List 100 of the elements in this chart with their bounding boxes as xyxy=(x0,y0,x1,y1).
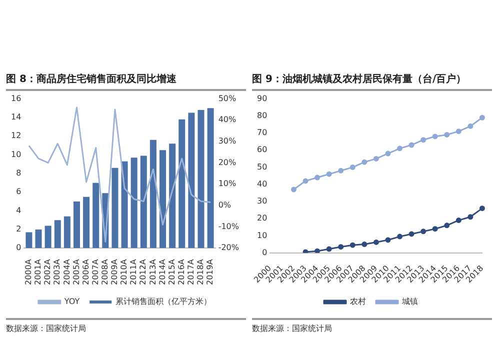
x-tick-label: 2009A xyxy=(110,258,120,286)
y-tick-label: 10 xyxy=(10,150,22,159)
bar xyxy=(207,108,214,248)
bar xyxy=(112,168,118,248)
y2-tick-label: 10% xyxy=(218,179,237,188)
y-tick-label: 20 xyxy=(256,214,268,223)
bar xyxy=(73,201,80,248)
bar xyxy=(83,196,90,248)
point xyxy=(479,206,485,212)
y-tick-label: 50 xyxy=(256,162,268,172)
point xyxy=(456,218,462,224)
y2-tick-label: 30% xyxy=(218,136,237,146)
bar xyxy=(169,144,176,248)
point xyxy=(385,237,391,243)
point xyxy=(326,246,332,252)
x-tick-label: 2011A xyxy=(129,258,138,286)
point xyxy=(432,134,438,140)
bar xyxy=(130,158,138,248)
point xyxy=(338,244,344,250)
x-tick-label: 2018A xyxy=(196,258,206,286)
y2-tick-label: -10% xyxy=(218,222,240,231)
bar xyxy=(54,220,61,248)
bar xyxy=(140,156,147,248)
x-tick-label: 2007A xyxy=(90,258,100,286)
point xyxy=(326,171,332,177)
y2-tick-label: 40% xyxy=(218,115,237,124)
bar xyxy=(44,226,52,248)
y2-tick-label: -20% xyxy=(218,243,240,252)
y-tick-label: 12 xyxy=(10,131,22,140)
y-tick-label: 60 xyxy=(256,145,268,154)
point xyxy=(420,137,426,143)
y-tick-label: 40 xyxy=(256,179,268,188)
bar xyxy=(178,119,186,248)
point xyxy=(302,178,308,184)
y-tick-label: 6 xyxy=(16,187,22,196)
chart-title: 图 9：油烟机城镇及农村居民保有量（台/百户） xyxy=(252,72,492,91)
bar xyxy=(35,229,42,248)
point xyxy=(444,222,450,228)
x-tick-label: 2010A xyxy=(120,258,129,286)
point xyxy=(420,228,426,234)
point xyxy=(362,242,368,248)
point xyxy=(373,156,379,162)
x-tick-label: 2004A xyxy=(62,258,72,286)
x-tick-label: 2000A xyxy=(24,258,34,286)
y-tick-label: 16 xyxy=(10,94,22,103)
x-tick-label: 2016A xyxy=(176,258,186,286)
x-tick-label: 2003A xyxy=(52,258,62,286)
point xyxy=(385,150,391,156)
point xyxy=(338,168,344,174)
point xyxy=(468,123,474,129)
y-tick-label: 4 xyxy=(16,206,22,215)
point xyxy=(373,239,379,245)
point xyxy=(362,159,368,165)
y-tick-label: 0 xyxy=(16,243,22,252)
x-tick-label: 2008A xyxy=(100,258,110,286)
x-tick-label: 2017A xyxy=(186,258,196,286)
x-tick-label: 2002A xyxy=(43,258,52,286)
x-tick-label: 2006A xyxy=(81,258,90,286)
bar xyxy=(188,112,195,248)
y2-tick-label: 50% xyxy=(218,94,237,103)
point xyxy=(456,128,462,134)
bar xyxy=(64,216,70,248)
chart-title: 图 8：商品房住宅销售面积及同比增速 xyxy=(6,72,246,91)
point xyxy=(408,231,414,237)
y-tick-label: 70 xyxy=(256,128,268,138)
x-tick-label: 2001A xyxy=(34,258,43,286)
point xyxy=(350,164,356,170)
bar xyxy=(150,140,156,248)
x-tick-label: 2019A xyxy=(206,258,215,286)
x-tick-label: 2015A xyxy=(167,258,176,286)
y-tick-label: 14 xyxy=(10,112,22,122)
point xyxy=(350,242,356,248)
x-tick-label: 2012A xyxy=(138,258,148,286)
point xyxy=(314,174,320,180)
point xyxy=(479,114,485,120)
y-tick-label: 2 xyxy=(16,224,22,234)
point xyxy=(444,132,450,138)
y-tick-label: 80 xyxy=(256,110,268,120)
legend-label: 累计销售面积（亿平方米） xyxy=(116,297,212,306)
y2-tick-label: 0% xyxy=(218,200,232,210)
point xyxy=(314,248,320,253)
bar xyxy=(92,182,100,248)
legend-label: 城镇 xyxy=(401,297,418,306)
y-tick-label: 10 xyxy=(256,230,268,240)
point xyxy=(432,226,438,232)
legend-label: YOY xyxy=(63,297,80,306)
bar xyxy=(198,110,204,248)
y-tick-label: 0 xyxy=(262,248,268,257)
bar xyxy=(26,232,32,248)
y-tick-label: 8 xyxy=(16,168,22,178)
y-tick-label: 90 xyxy=(256,94,268,103)
y-tick-label: 30 xyxy=(256,196,268,206)
point xyxy=(408,142,414,148)
x-tick-label: 2013A xyxy=(148,258,158,286)
point xyxy=(397,146,403,152)
y2-tick-label: 20% xyxy=(218,158,237,167)
x-tick-label: 2014A xyxy=(158,258,167,286)
bar xyxy=(121,161,128,248)
point xyxy=(468,214,474,220)
source-note: 数据来源：国家统计局 xyxy=(252,323,333,334)
